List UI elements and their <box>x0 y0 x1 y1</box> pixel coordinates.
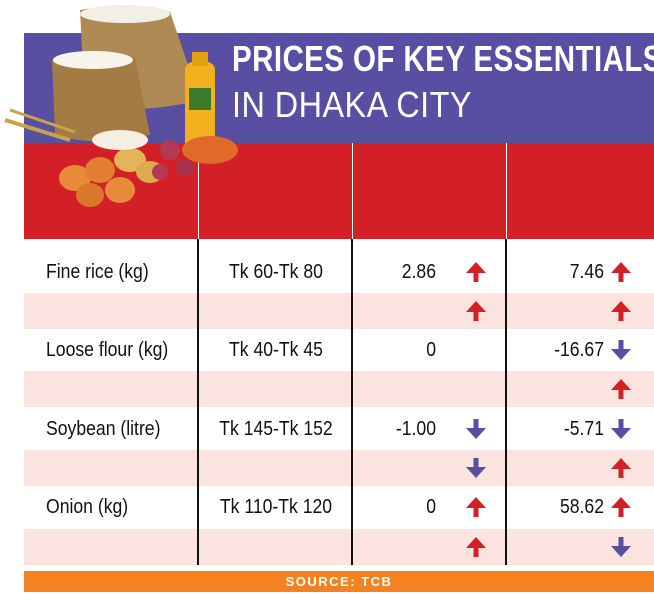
item-name: Soybean (litre) <box>46 418 161 440</box>
table-row-shade <box>24 293 654 329</box>
price-range: Tk 60-Tk 80 <box>229 261 323 283</box>
arrow-down-icon <box>466 419 486 439</box>
arrow-up-icon <box>466 301 486 321</box>
header-divider <box>198 143 199 239</box>
change-value: -5.71 <box>563 418 604 440</box>
change-value: 2.86 <box>401 261 436 283</box>
page-title: PRICES OF KEY ESSENTIALS <box>232 38 654 79</box>
arrow-up-icon <box>611 301 631 321</box>
groceries-illustration <box>4 5 238 207</box>
item-name: Onion (kg) <box>46 496 129 518</box>
item-name: Loose flour (kg) <box>46 339 169 361</box>
table-row-shade <box>24 529 654 565</box>
arrow-down-icon <box>611 419 631 439</box>
column-divider <box>505 239 507 565</box>
header-divider <box>352 143 353 239</box>
table-row-shade <box>24 450 654 486</box>
arrow-down-icon <box>611 537 631 557</box>
price-range: Tk 145-Tk 152 <box>219 418 333 440</box>
column-divider <box>197 239 199 565</box>
item-name: Fine rice (kg) <box>46 261 149 283</box>
arrow-up-icon <box>466 262 486 282</box>
arrow-down-icon <box>611 340 631 360</box>
change-value: 0 <box>426 339 436 361</box>
arrow-up-icon <box>611 497 631 517</box>
arrow-up-icon <box>466 497 486 517</box>
arrow-down-icon <box>466 458 486 478</box>
arrow-up-icon <box>466 537 486 557</box>
arrow-up-icon <box>611 262 631 282</box>
arrow-up-icon <box>611 458 631 478</box>
column-divider <box>351 239 353 565</box>
page-subtitle: IN DHAKA CITY <box>232 84 472 125</box>
change-value: -16.67 <box>554 339 604 361</box>
change-value: 58.62 <box>559 496 604 518</box>
price-range: Tk 110-Tk 120 <box>219 496 333 518</box>
change-value: -1.00 <box>395 418 436 440</box>
header-divider <box>506 143 507 239</box>
change-value: 0 <box>426 496 436 518</box>
arrow-up-icon <box>611 379 631 399</box>
change-value: 7.46 <box>569 261 604 283</box>
price-range: Tk 40-Tk 45 <box>229 339 323 361</box>
table-row-shade <box>24 371 654 407</box>
source-note: SOURCE: TCB <box>24 571 654 592</box>
